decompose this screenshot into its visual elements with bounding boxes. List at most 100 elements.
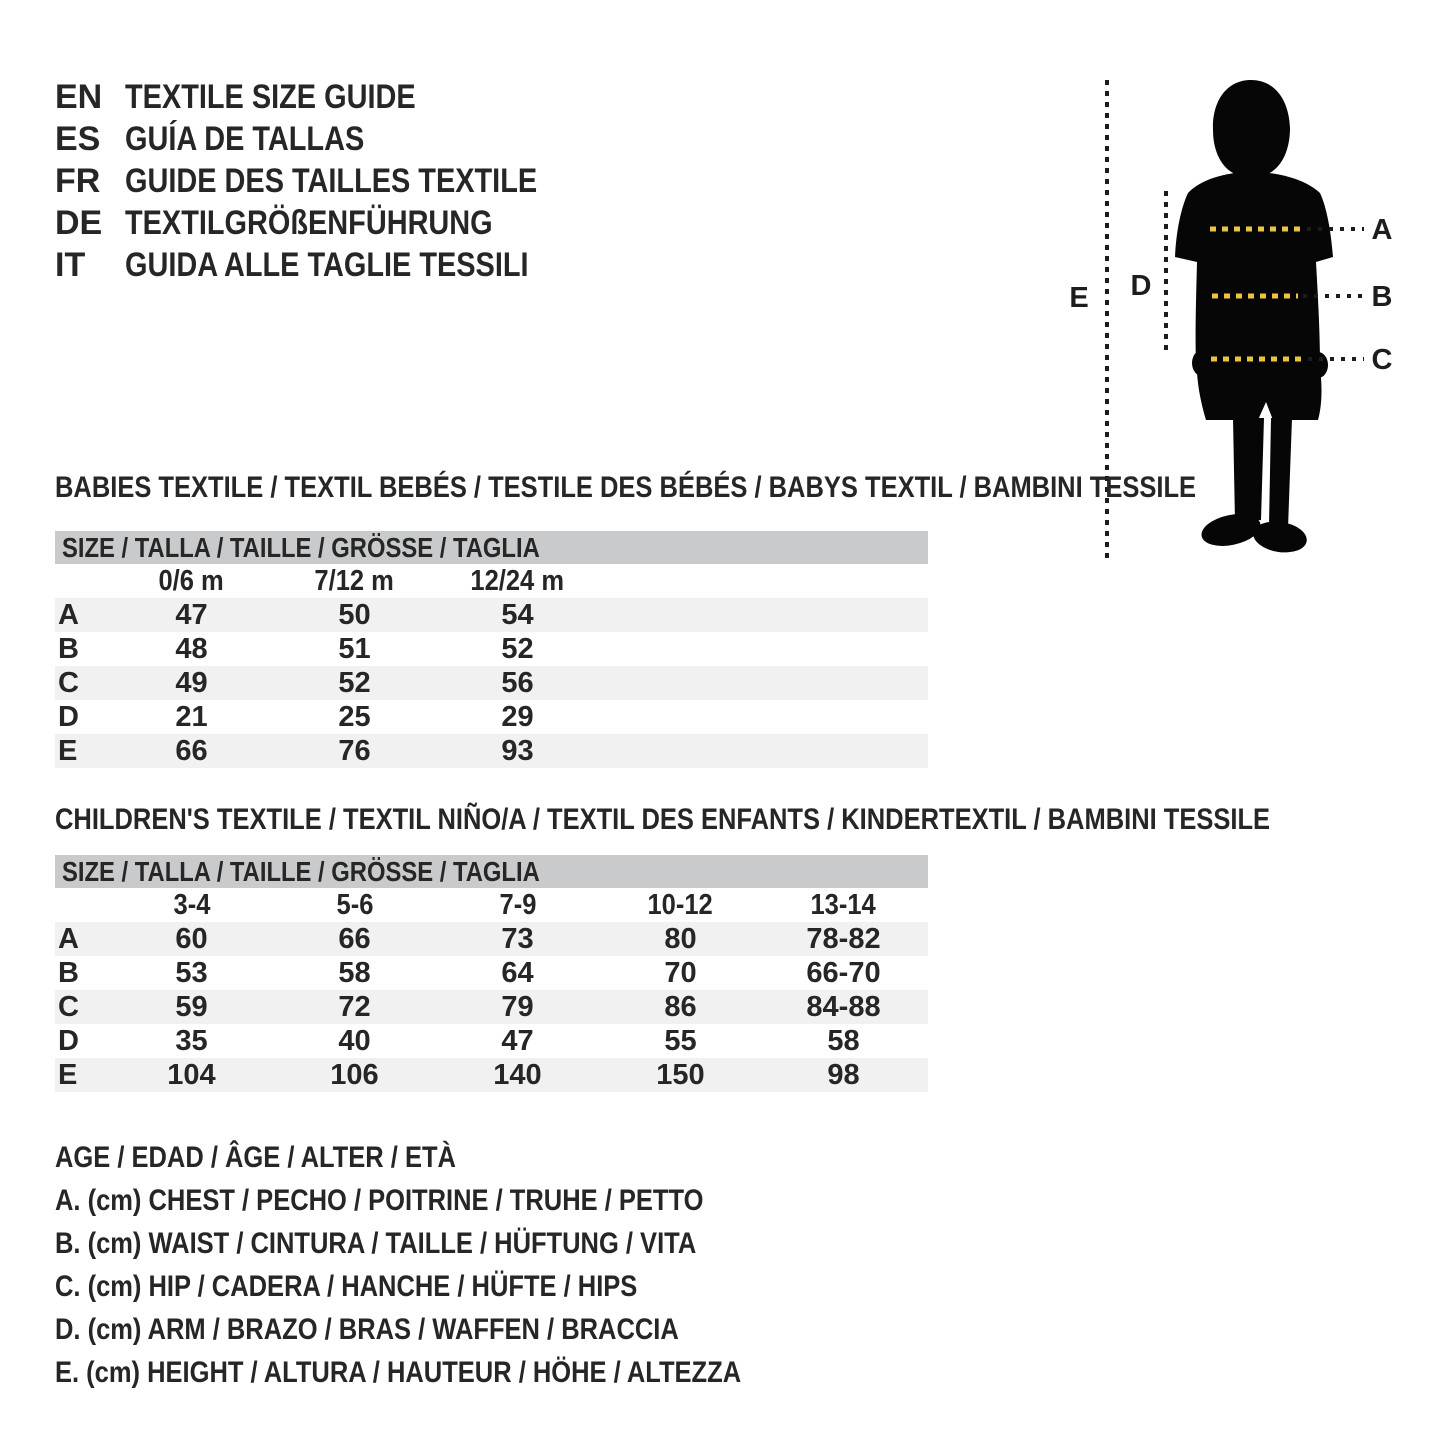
table-cell: 47 [501,1024,534,1057]
language-row-de: DE TEXTILGRÖßENFÜHRUNG [55,202,610,244]
language-title-list: EN TEXTILE SIZE GUIDE ES GUÍA DE TALLAS … [55,76,610,286]
table-cell: 21 [175,700,208,733]
table-cell: 58 [338,956,371,989]
table-cell: 104 [167,1058,216,1091]
row-label: D [58,1024,79,1057]
size-header-text: SIZE / TALLA / TAILLE / GRÖSSE / TAGLIA [62,531,540,563]
table-cell: 79 [501,990,534,1023]
guide-title: TEXTILGRÖßENFÜHRUNG [125,203,493,242]
babies-section-title-text: BABIES TEXTILE / TEXTIL BEBÉS / TESTILE … [55,471,1197,504]
language-row-en: EN TEXTILE SIZE GUIDE [55,76,610,118]
child-silhouette-icon [1175,80,1333,553]
language-row-es: ES GUÍA DE TALLAS [55,118,610,160]
column-header: 0/6 m [158,564,225,597]
column-header: 12/24 m [470,564,565,597]
table-row: D 21 25 29 [55,700,928,734]
children-section-title: CHILDREN'S TEXTILE / TEXTIL NIÑO/A / TEX… [55,803,1445,837]
guide-title: GUIDE DES TAILLES TEXTILE [125,161,538,200]
row-label: C [58,990,79,1023]
table-cell: 29 [501,700,534,733]
column-header: 7-9 [499,888,536,921]
table-cell: 73 [501,922,534,955]
table-cell: 52 [501,632,534,665]
row-label: A [58,598,79,631]
column-header: 5-6 [336,888,373,921]
table-cell: 51 [338,632,371,665]
row-label: A [58,922,79,955]
language-code: ES [55,119,101,158]
row-label: B [58,632,79,665]
table-cell: 98 [827,1058,860,1091]
table-cell: 66-70 [806,956,881,989]
table-cell: 72 [338,990,371,1023]
table-cell: 64 [501,956,534,989]
column-header: 10-12 [647,888,714,921]
guide-title: GUÍA DE TALLAS [125,119,365,158]
language-row-fr: FR GUIDE DES TAILLES TEXTILE [55,160,610,202]
row-label: D [58,700,79,733]
language-code: IT [55,245,86,284]
table-row: C 59 72 79 86 84-88 [55,990,928,1024]
row-label: E [58,734,78,767]
table-cell: 53 [175,956,208,989]
size-header-bar: SIZE / TALLA / TAILLE / GRÖSSE / TAGLIA [55,855,928,888]
column-header: 7/12 m [314,564,395,597]
figure-label-a: A [1372,214,1393,246]
table-cell: 60 [175,922,208,955]
language-code: DE [55,203,103,242]
language-code: EN [55,77,103,116]
legend-line-waist: B. (cm) WAIST / CINTURA / TAILLE / HÜFTU… [55,1226,697,1260]
table-cell: 50 [338,598,371,631]
table-cell: 66 [175,734,208,767]
table-row: E 104 106 140 150 98 [55,1058,928,1092]
legend-line-arm: D. (cm) ARM / BRAZO / BRAS / WAFFEN / BR… [55,1312,679,1346]
children-size-table: SIZE / TALLA / TAILLE / GRÖSSE / TAGLIA … [55,855,928,1092]
measurement-legend: AGE / EDAD / ÂGE / ALTER / ETÀ A. (cm) C… [55,1136,862,1394]
figure-label-d: D [1131,270,1152,302]
table-cell: 52 [338,666,371,699]
table-cell: 59 [175,990,208,1023]
language-row-it: IT GUIDA ALLE TAGLIE TESSILI [55,244,610,286]
table-cell: 84-88 [806,990,881,1023]
table-cell: 70 [664,956,697,989]
children-section-title-text: CHILDREN'S TEXTILE / TEXTIL NIÑO/A / TEX… [55,803,1271,836]
table-row: B 48 51 52 [55,632,928,666]
table-cell: 54 [501,598,534,631]
table-cell: 55 [664,1024,697,1057]
figure-label-c: C [1372,344,1393,376]
table-cell: 106 [330,1058,379,1091]
babies-section-title: BABIES TEXTILE / TEXTIL BEBÉS / TESTILE … [55,471,1397,505]
table-cell: 40 [338,1024,371,1057]
table-cell: 56 [501,666,534,699]
row-label: C [58,666,79,699]
figure-label-e: E [1069,282,1088,314]
table-row: D 35 40 47 55 58 [55,1024,928,1058]
table-cell: 66 [338,922,371,955]
column-header-row: 0/6 m 7/12 m 12/24 m [55,564,928,598]
table-row: C 49 52 56 [55,666,928,700]
column-header-row: 3-4 5-6 7-9 10-12 13-14 [55,888,928,922]
table-cell: 93 [501,734,534,767]
guide-title: TEXTILE SIZE GUIDE [125,77,416,116]
table-cell: 76 [338,734,371,767]
table-cell: 49 [175,666,208,699]
table-cell: 140 [493,1058,542,1091]
row-label: B [58,956,79,989]
legend-line-chest: A. (cm) CHEST / PECHO / POITRINE / TRUHE… [55,1183,704,1217]
table-cell: 48 [175,632,208,665]
guide-title: GUIDA ALLE TAGLIE TESSILI [125,245,529,284]
measurement-figure: A B C D E [1030,60,1445,600]
table-cell: 78-82 [806,922,881,955]
figure-label-b: B [1372,281,1393,313]
legend-line-hip: C. (cm) HIP / CADERA / HANCHE / HÜFTE / … [55,1269,638,1303]
column-header: 3-4 [173,888,210,921]
table-cell: 47 [175,598,208,631]
language-code: FR [55,161,101,200]
table-cell: 80 [664,922,697,955]
column-header: 13-14 [810,888,877,921]
size-header-text: SIZE / TALLA / TAILLE / GRÖSSE / TAGLIA [62,855,540,887]
table-cell: 86 [664,990,697,1023]
table-row: B 53 58 64 70 66-70 [55,956,928,990]
table-row: A 60 66 73 80 78-82 [55,922,928,956]
